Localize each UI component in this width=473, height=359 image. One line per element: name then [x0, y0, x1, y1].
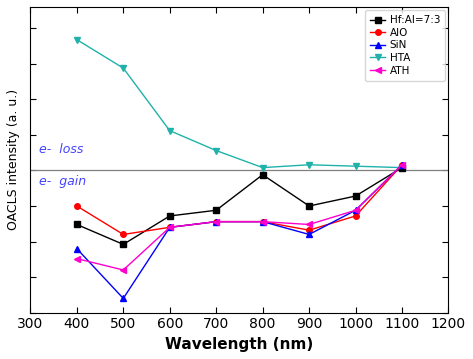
HTA [167, 129, 173, 133]
AlO [213, 219, 219, 224]
HTA [213, 148, 219, 153]
ATH [260, 219, 265, 224]
HTA [121, 66, 126, 70]
SiN [121, 296, 126, 300]
ATH [121, 268, 126, 272]
AlO [74, 204, 79, 208]
ATH [74, 256, 79, 261]
AlO [121, 232, 126, 237]
ATH [213, 219, 219, 224]
Legend: Hf:Al=7:3, AlO, SiN, HTA, ATH: Hf:Al=7:3, AlO, SiN, HTA, ATH [365, 10, 446, 81]
ATH [307, 222, 312, 227]
SiN [307, 232, 312, 237]
X-axis label: Wavelength (nm): Wavelength (nm) [165, 337, 314, 352]
SiN [167, 225, 173, 229]
Hf:Al=7:3 [260, 173, 265, 177]
SiN [399, 163, 405, 167]
ATH [167, 225, 173, 229]
ATH [399, 163, 405, 167]
HTA [399, 165, 405, 170]
Line: SiN: SiN [74, 162, 405, 301]
HTA [353, 164, 359, 168]
Y-axis label: OACLS intensity (a. u.): OACLS intensity (a. u.) [7, 89, 20, 230]
HTA [74, 37, 79, 42]
Hf:Al=7:3 [399, 165, 405, 170]
Text: e-  loss: e- loss [39, 143, 83, 157]
ATH [353, 208, 359, 213]
AlO [260, 219, 265, 224]
AlO [307, 228, 312, 232]
Hf:Al=7:3 [213, 208, 219, 213]
AlO [167, 225, 173, 229]
HTA [307, 163, 312, 167]
Line: HTA: HTA [74, 37, 405, 171]
Hf:Al=7:3 [121, 242, 126, 247]
SiN [74, 247, 79, 251]
SiN [353, 208, 359, 213]
Text: e-  gain: e- gain [39, 175, 86, 188]
Line: Hf:Al=7:3: Hf:Al=7:3 [74, 165, 405, 247]
SiN [260, 219, 265, 224]
Line: ATH: ATH [74, 162, 405, 273]
AlO [399, 163, 405, 167]
Hf:Al=7:3 [74, 222, 79, 227]
Hf:Al=7:3 [307, 204, 312, 208]
AlO [353, 214, 359, 218]
SiN [213, 219, 219, 224]
Hf:Al=7:3 [167, 214, 173, 218]
HTA [260, 165, 265, 170]
Hf:Al=7:3 [353, 194, 359, 198]
Line: AlO: AlO [74, 162, 405, 237]
